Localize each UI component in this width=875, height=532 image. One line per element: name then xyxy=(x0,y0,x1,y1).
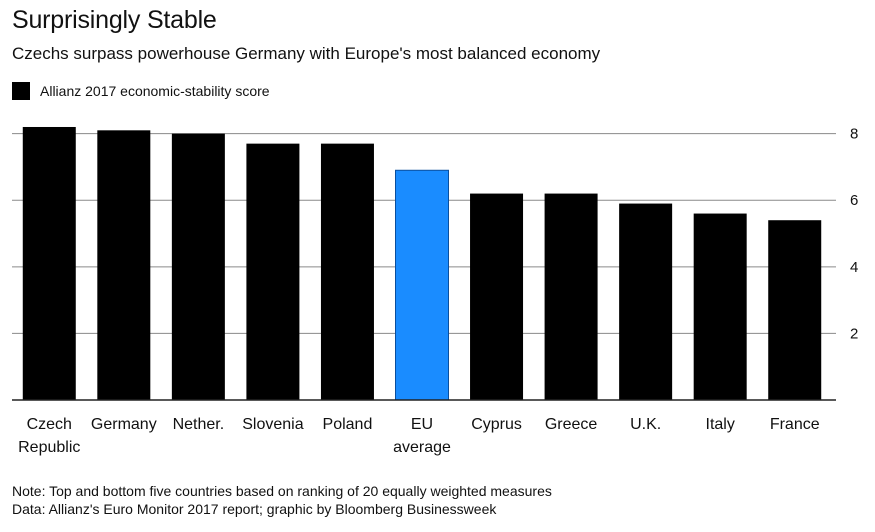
y-tick-label: 6 xyxy=(850,192,858,209)
bar xyxy=(22,126,76,401)
x-tick-label: EU xyxy=(411,416,433,433)
x-tick-label: France xyxy=(770,416,820,433)
x-tick-label: Poland xyxy=(323,416,373,433)
x-tick-label: Italy xyxy=(706,416,735,433)
bar xyxy=(246,143,300,400)
y-tick-label: 8 xyxy=(850,126,858,143)
x-tick-label: Republic xyxy=(18,439,80,456)
note-text: Note: Top and bottom five countries base… xyxy=(12,483,552,499)
x-tick-label: Greece xyxy=(545,416,598,433)
x-tick-label: Slovenia xyxy=(242,416,303,433)
bar xyxy=(768,220,822,400)
y-tick-label: 4 xyxy=(850,259,858,276)
source-text: Data: Allianz's Euro Monitor 2017 report… xyxy=(12,501,497,517)
bar xyxy=(395,169,449,401)
bar xyxy=(320,143,374,400)
legend-swatch xyxy=(12,82,30,100)
y-tick-label: 2 xyxy=(850,325,858,342)
bar xyxy=(693,213,747,400)
bar xyxy=(171,133,225,400)
chart-subtitle: Czechs surpass powerhouse Germany with E… xyxy=(12,44,601,63)
x-tick-label: Czech xyxy=(27,416,72,433)
x-tick-label: average xyxy=(393,439,451,456)
x-tick-label: Germany xyxy=(91,416,157,433)
x-tick-label: Cyprus xyxy=(471,416,522,433)
legend-label: Allianz 2017 economic-stability score xyxy=(40,83,270,99)
x-tick-label: Nether. xyxy=(173,416,225,433)
x-tick-label: U.K. xyxy=(630,416,661,433)
legend: Allianz 2017 economic-stability score xyxy=(12,82,270,100)
chart-title: Surprisingly Stable xyxy=(12,6,217,34)
bar xyxy=(470,193,524,400)
bar xyxy=(97,130,151,401)
bar xyxy=(619,203,673,400)
chart-notes: Note: Top and bottom five countries base… xyxy=(12,482,552,518)
bar xyxy=(544,193,598,400)
bar-chart: 2 4 6 8 Czech Republic Germany Nether. Slovenia P… xyxy=(12,126,858,456)
